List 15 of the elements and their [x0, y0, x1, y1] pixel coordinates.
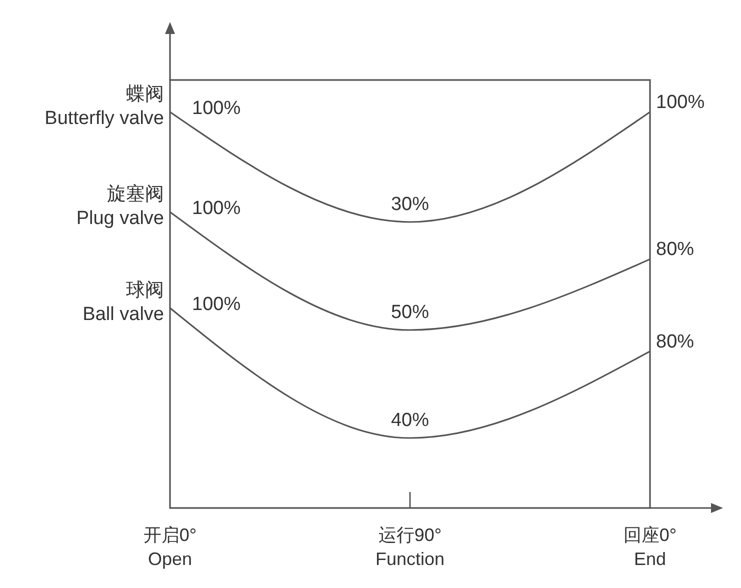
series-label: 蝶阀 Butterfly valve: [44, 84, 164, 129]
series-label: 旋塞阀 Plug valve: [76, 183, 164, 229]
data-label: 40%: [390, 410, 430, 431]
data-label: 30%: [390, 194, 430, 215]
data-label: 100%: [192, 198, 241, 219]
data-label: 100%: [192, 294, 241, 315]
data-label: 100%: [656, 92, 705, 113]
data-label: 80%: [656, 239, 694, 260]
data-label: 100%: [192, 98, 241, 119]
data-label: 50%: [390, 302, 430, 323]
x-tick-label: 开启0° Open: [143, 525, 197, 569]
series-label: 球阀 Ball valve: [82, 280, 164, 325]
x-tick-label: 回座0° End: [623, 525, 677, 569]
x-tick-label: 运行90° Function: [375, 525, 445, 569]
data-label: 80%: [656, 331, 694, 352]
